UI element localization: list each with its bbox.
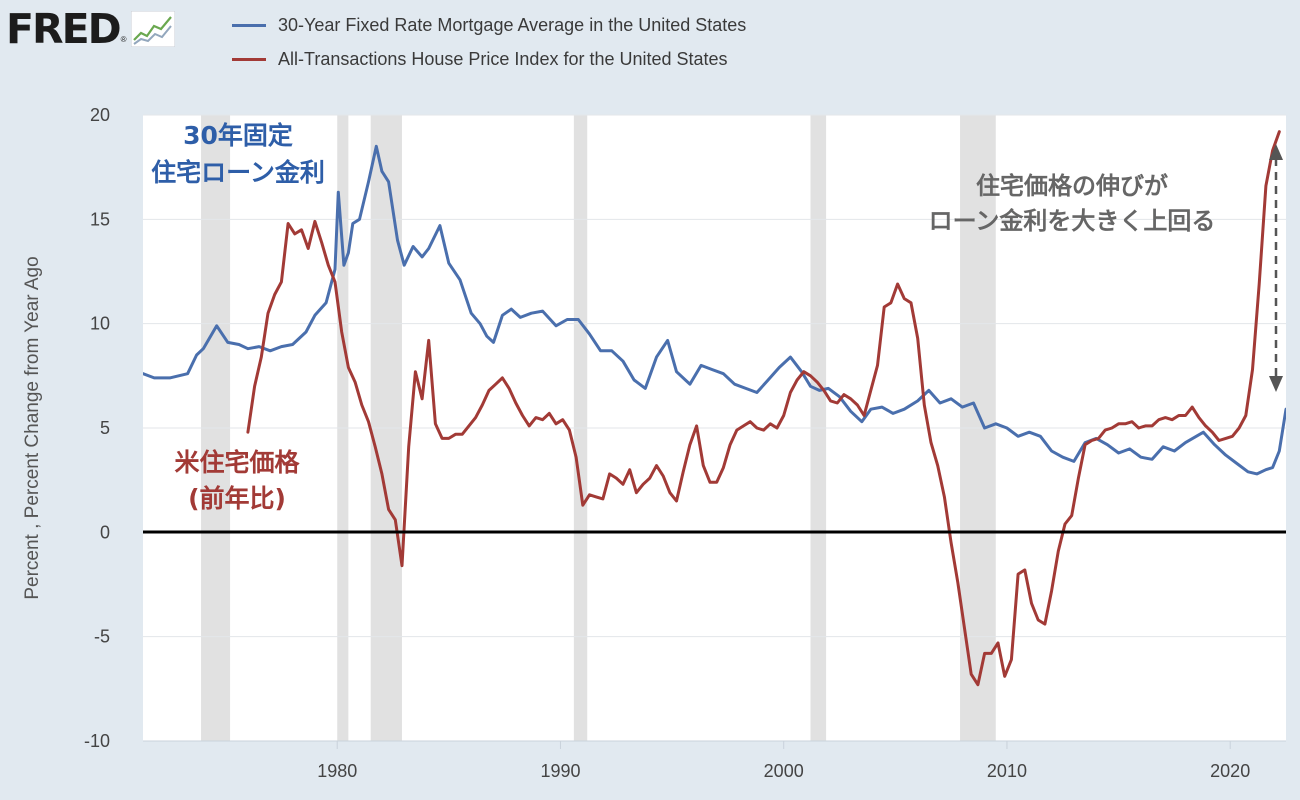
mortgage-annotation-line-1: 30年固定	[183, 121, 293, 150]
legend-label-mortgage: 30-Year Fixed Rate Mortgage Average in t…	[278, 15, 747, 35]
mortgage-annotation-line-2: 住宅ローン金利	[151, 158, 325, 187]
gap-annotation-line-1: 住宅価格の伸びが	[976, 172, 1168, 200]
y-tick-label: -10	[84, 731, 110, 751]
hpi-annotation-line-2: (前年比)	[188, 484, 286, 513]
y-tick-label: 5	[100, 418, 110, 438]
x-tick-label: 2000	[764, 761, 804, 781]
line-graph-icon	[130, 11, 175, 47]
y-tick-label: 10	[90, 314, 110, 334]
y-axis-label: Percent , Percent Change from Year Ago	[22, 256, 43, 599]
legend-item-mortgage[interactable]: 30-Year Fixed Rate Mortgage Average in t…	[232, 15, 746, 36]
gap-arrow	[1269, 144, 1283, 392]
y-tick-label: -5	[94, 627, 110, 647]
header: FRED ® 30-Year Fixed Rate Mortgage Avera…	[0, 0, 1300, 100]
gap-annotation-line-2: ローン金利を大きく上回る	[929, 207, 1216, 235]
hpi-annotation: 米住宅価格 (前年比)	[174, 448, 300, 513]
y-tick-label: 20	[90, 105, 110, 125]
x-tick-label: 1990	[540, 761, 580, 781]
hpi-annotation-line-1: 米住宅価格	[174, 448, 300, 477]
grid-lines	[143, 114, 1286, 638]
legend-swatch-mortgage	[232, 24, 266, 27]
x-tick-label: 2010	[987, 761, 1027, 781]
legend-item-hpi[interactable]: All-Transactions House Price Index for t…	[232, 49, 728, 70]
y-tick-label: 15	[90, 209, 110, 229]
mortgage-annotation: 30年固定 住宅ローン金利	[151, 121, 325, 187]
x-tick-label: 1980	[317, 761, 357, 781]
legend-swatch-hpi	[232, 58, 266, 61]
house-price-index-line	[246, 130, 1281, 687]
y-tick-label: 0	[100, 522, 110, 542]
series-lines	[143, 130, 1286, 687]
gap-annotation: 住宅価格の伸びが ローン金利を大きく上回る	[929, 172, 1216, 235]
x-tick-label: 2020	[1210, 761, 1250, 781]
fred-logo-text: FRED	[6, 5, 122, 53]
fred-logo[interactable]: FRED ®	[6, 6, 175, 52]
registered-mark: ®	[120, 35, 127, 44]
x-axis-ticks: 1980 1990 2000 2010 2020	[317, 741, 1250, 781]
y-axis-ticks: 20 15 10 5 0 -5 -10	[84, 105, 110, 751]
legend-label-hpi: All-Transactions House Price Index for t…	[278, 49, 728, 69]
